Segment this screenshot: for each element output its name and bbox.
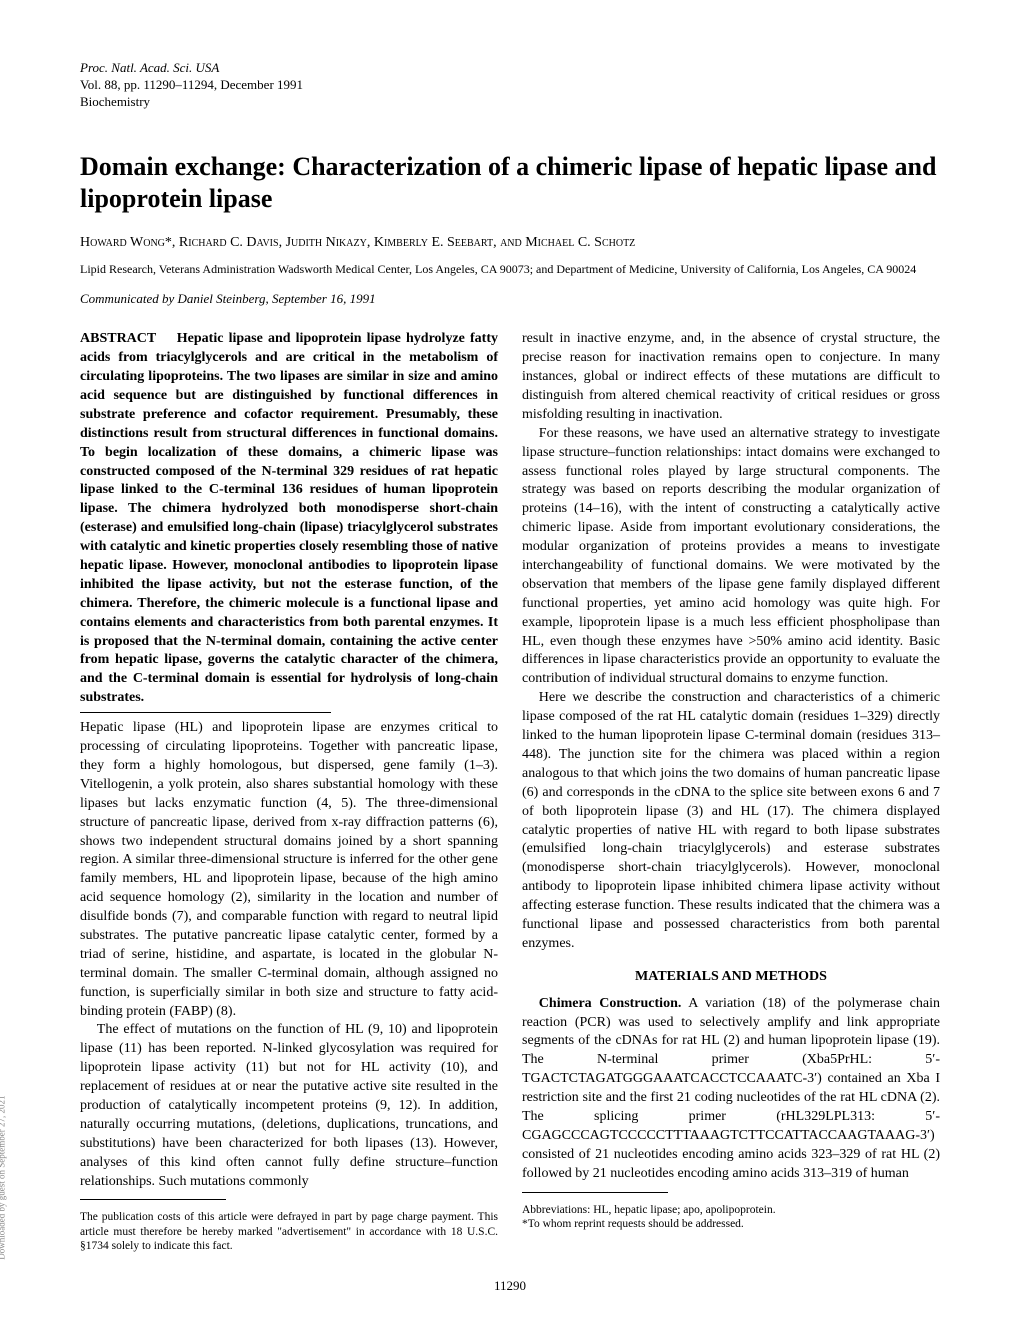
journal-volume: Vol. 88, pp. 11290–11294, December 1991 [80, 77, 940, 94]
download-note: Downloaded by guest on September 27, 202… [0, 1096, 8, 1260]
abbreviations: Abbreviations: HL, hepatic lipase; apo, … [522, 1203, 940, 1217]
intro-p2: The effect of mutations on the function … [80, 1021, 498, 1191]
corresponding-author: *To whom reprint requests should be addr… [522, 1217, 940, 1231]
methods-heading: MATERIALS AND METHODS [522, 968, 940, 987]
methods-p1: Chimera Construction. A variation (18) o… [522, 995, 940, 1184]
communicated-by: Communicated by Daniel Steinberg, Septem… [80, 291, 940, 308]
affiliation: Lipid Research, Veterans Administration … [80, 262, 940, 278]
methods-subhead: Chimera Construction. [539, 996, 682, 1011]
intro-p4: For these reasons, we have used an alter… [522, 425, 940, 689]
intro-p1: Hepatic lipase (HL) and lipoprotein lipa… [80, 719, 498, 1021]
abstract-label: ABSTRACT [80, 331, 156, 346]
abstract-block: ABSTRACT Hepatic lipase and lipoprotein … [80, 330, 498, 708]
intro-p3: result in inactive enzyme, and, in the a… [522, 330, 940, 424]
article-title: Domain exchange: Characterization of a c… [80, 151, 940, 216]
journal-header: Proc. Natl. Acad. Sci. USA Vol. 88, pp. … [80, 60, 940, 111]
methods-text: A variation (18) of the polymerase chain… [522, 996, 940, 1181]
journal-name: Proc. Natl. Acad. Sci. USA [80, 60, 940, 77]
footnote-divider-left [80, 1199, 226, 1200]
journal-section: Biochemistry [80, 94, 940, 111]
intro-p5: Here we describe the construction and ch… [522, 689, 940, 953]
footnote-divider-right [522, 1192, 668, 1193]
page-number: 11290 [80, 1278, 940, 1295]
article-body: ABSTRACT Hepatic lipase and lipoprotein … [80, 330, 940, 1253]
footnote-right: Abbreviations: HL, hepatic lipase; apo, … [522, 1203, 940, 1232]
abstract-text: Hepatic lipase and lipoprotein lipase hy… [80, 331, 498, 705]
abstract-divider [80, 712, 331, 713]
author-list: Howard Wong*, Richard C. Davis, Judith N… [80, 234, 940, 252]
footnote-left: The publication costs of this article we… [80, 1210, 498, 1253]
